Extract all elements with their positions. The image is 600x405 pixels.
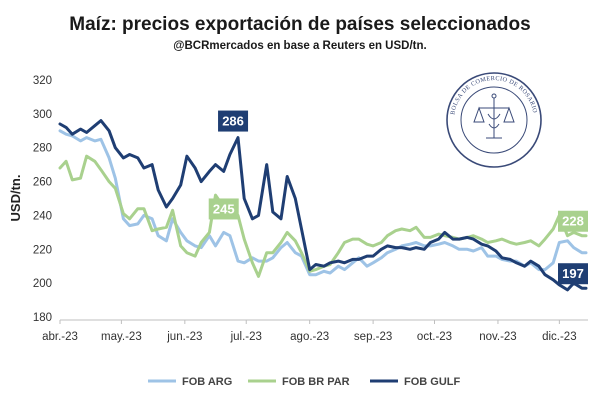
x-axis-ticks: abr.-23 may.-23 jun.-23 jul.-23 ago.-23 sep.-… (42, 320, 577, 343)
seal-inner-ring (460, 86, 528, 154)
value-callouts: 286 245 228 197 (208, 110, 588, 285)
y-tick-label: 260 (33, 177, 52, 189)
bcr-seal-logo: BOLSA DE COMERCIO DE ROSARIO (446, 72, 542, 168)
y-tick-label: 240 (33, 210, 52, 222)
x-tick-label: jun.-23 (166, 331, 202, 343)
chart-subtitle: @BCRmercados en base a Reuters en USD/tn… (173, 40, 426, 52)
y-tick-label: 200 (33, 278, 52, 290)
callout-label: 228 (562, 214, 584, 229)
y-tick-label: 280 (33, 143, 52, 155)
y-axis-ticks: 180 200 220 240 260 280 300 320 (33, 75, 52, 324)
legend-label: FOB ARG (182, 376, 232, 388)
scale-of-justice-icon (473, 93, 515, 139)
x-tick-label: sep.-23 (354, 331, 392, 343)
x-tick-label: jul.-23 (230, 331, 262, 343)
series-lines (58, 119, 588, 292)
legend: FOB ARG FOB BR PAR FOB GULF (148, 376, 460, 388)
callout-label: 245 (213, 201, 235, 216)
callout-label: 286 (222, 114, 244, 129)
callout-label: 197 (562, 266, 584, 281)
callout-box (558, 263, 588, 285)
x-tick-label: may.-23 (101, 331, 142, 343)
seal-outer-ring (446, 72, 542, 168)
y-tick-label: 320 (33, 75, 52, 87)
y-tick-label: 180 (33, 312, 52, 324)
y-tick-label: 300 (33, 109, 52, 121)
y-axis-label: USD/tn. (8, 175, 23, 222)
callout-box (208, 198, 239, 220)
legend-label: FOB GULF (404, 376, 460, 388)
x-tick-label: oct.-23 (417, 331, 452, 343)
x-tick-label: ago.-23 (290, 331, 329, 343)
x-tick-label: dic.-23 (542, 331, 577, 343)
callout-box (558, 210, 588, 232)
x-tick-label: nov.-23 (479, 331, 517, 343)
legend-label: FOB BR PAR (282, 376, 350, 388)
y-tick-label: 220 (33, 244, 52, 256)
chart-title: Maíz: precios exportación de países sele… (69, 14, 530, 35)
series-line-fob-gulf (58, 119, 588, 292)
x-tick-label: abr.-23 (42, 331, 78, 343)
callout-box (218, 110, 249, 132)
